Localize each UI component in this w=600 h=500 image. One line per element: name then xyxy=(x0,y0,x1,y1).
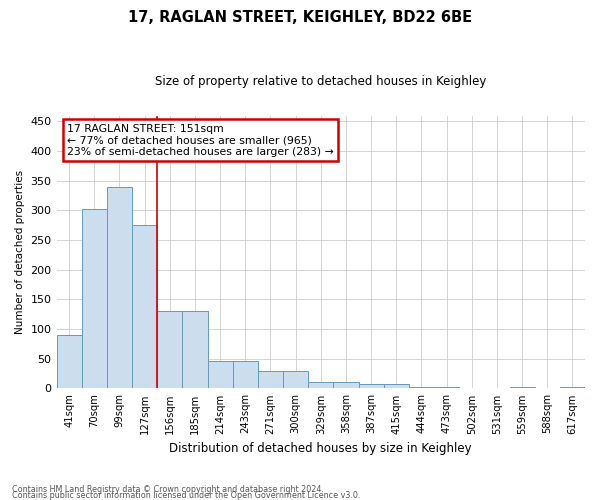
Bar xyxy=(258,370,283,388)
Title: Size of property relative to detached houses in Keighley: Size of property relative to detached ho… xyxy=(155,75,487,88)
Bar xyxy=(56,335,82,388)
Y-axis label: Number of detached properties: Number of detached properties xyxy=(15,170,25,334)
Bar xyxy=(82,210,107,388)
Text: 17, RAGLAN STREET, KEIGHLEY, BD22 6BE: 17, RAGLAN STREET, KEIGHLEY, BD22 6BE xyxy=(128,10,472,25)
Bar xyxy=(434,386,459,388)
Text: Contains public sector information licensed under the Open Government Licence v3: Contains public sector information licen… xyxy=(12,490,361,500)
Bar xyxy=(359,384,383,388)
Bar xyxy=(233,361,258,388)
Bar xyxy=(409,386,434,388)
Bar xyxy=(208,361,233,388)
Text: Contains HM Land Registry data © Crown copyright and database right 2024.: Contains HM Land Registry data © Crown c… xyxy=(12,484,324,494)
Bar xyxy=(157,312,182,388)
Bar xyxy=(560,386,585,388)
Bar xyxy=(509,386,535,388)
Bar xyxy=(334,382,359,388)
Bar xyxy=(107,186,132,388)
Bar xyxy=(182,312,208,388)
X-axis label: Distribution of detached houses by size in Keighley: Distribution of detached houses by size … xyxy=(169,442,472,455)
Text: 17 RAGLAN STREET: 151sqm
← 77% of detached houses are smaller (965)
23% of semi-: 17 RAGLAN STREET: 151sqm ← 77% of detach… xyxy=(67,124,334,157)
Bar xyxy=(383,384,409,388)
Bar xyxy=(283,370,308,388)
Bar xyxy=(308,382,334,388)
Bar xyxy=(132,226,157,388)
